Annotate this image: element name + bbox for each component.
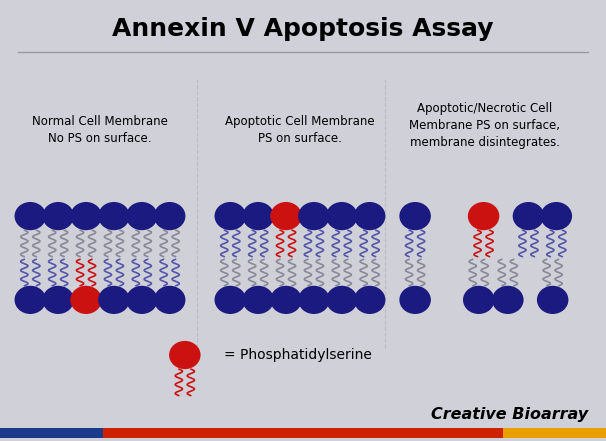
Ellipse shape (326, 286, 358, 314)
Ellipse shape (298, 202, 330, 230)
Text: Apoptotic/Necrotic Cell
Membrane PS on surface,
membrane disintegrates.: Apoptotic/Necrotic Cell Membrane PS on s… (409, 102, 561, 149)
Ellipse shape (242, 286, 274, 314)
Ellipse shape (242, 202, 274, 230)
Ellipse shape (354, 286, 385, 314)
Ellipse shape (70, 202, 102, 230)
Ellipse shape (215, 286, 246, 314)
Ellipse shape (126, 286, 158, 314)
Ellipse shape (15, 202, 46, 230)
Ellipse shape (42, 202, 74, 230)
Ellipse shape (270, 202, 302, 230)
Ellipse shape (270, 286, 302, 314)
Ellipse shape (463, 286, 494, 314)
Ellipse shape (298, 286, 330, 314)
Ellipse shape (537, 286, 568, 314)
Text: Annexin V Apoptosis Assay: Annexin V Apoptosis Assay (112, 17, 494, 41)
Ellipse shape (399, 202, 431, 230)
Ellipse shape (98, 202, 130, 230)
Ellipse shape (98, 286, 130, 314)
Ellipse shape (42, 286, 74, 314)
Ellipse shape (70, 286, 102, 314)
Text: Apoptotic Cell Membrane
PS on surface.: Apoptotic Cell Membrane PS on surface. (225, 115, 375, 145)
Ellipse shape (468, 202, 499, 230)
Ellipse shape (169, 341, 201, 369)
Text: Creative Bioarray: Creative Bioarray (431, 407, 588, 422)
Ellipse shape (513, 202, 544, 230)
Text: Normal Cell Membrane
No PS on surface.: Normal Cell Membrane No PS on surface. (32, 115, 168, 145)
Text: = Phosphatidylserine: = Phosphatidylserine (224, 348, 372, 362)
Ellipse shape (354, 202, 385, 230)
Bar (503, 428, 606, 438)
Ellipse shape (154, 286, 185, 314)
Ellipse shape (126, 202, 158, 230)
Ellipse shape (399, 286, 431, 314)
Ellipse shape (154, 202, 185, 230)
Ellipse shape (326, 202, 358, 230)
Ellipse shape (15, 286, 46, 314)
Ellipse shape (492, 286, 524, 314)
Ellipse shape (541, 202, 572, 230)
Ellipse shape (215, 202, 246, 230)
Bar (103, 428, 503, 438)
Bar (0, 428, 103, 438)
